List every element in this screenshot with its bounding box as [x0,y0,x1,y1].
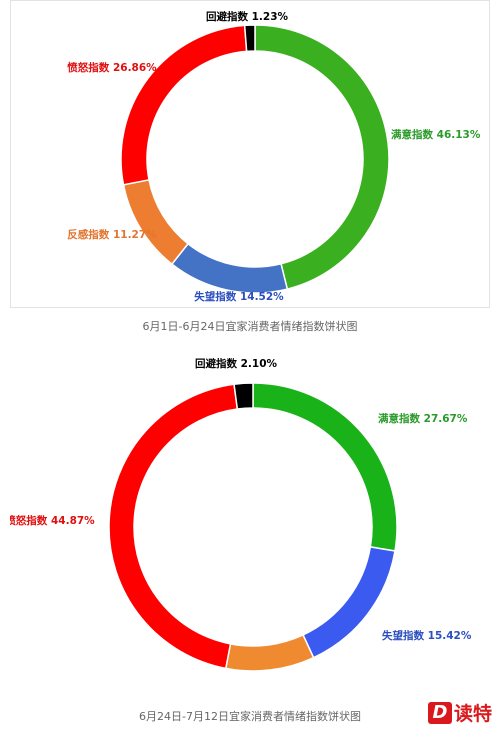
chart-panel-2: 满意指数 27.67%失望指数 15.42%反感指数 9.94%愤怒指数 44.… [10,352,490,682]
donut-chart-2: 满意指数 27.67%失望指数 15.42%反感指数 9.94%愤怒指数 44.… [10,357,472,672]
slice-label-1: 满意指数 46.13% [391,128,481,141]
watermark-logo: D 读特 [427,699,492,726]
slice-label-4: 愤怒指数 44.87% [10,514,95,527]
watermark-text: 读特 [453,703,492,725]
slice-label-5: 回避指数 2.10% [195,357,278,370]
donut-slice-1 [254,24,390,290]
slice-label-2: 失望指数 15.42% [382,629,472,642]
slice-label-3: 反感指数 11.27% [67,228,157,241]
donut-slice-3 [224,633,315,672]
chart-caption-2: 6月24日-7月12日宜家消费者情绪指数饼状图 [139,710,361,723]
donut-slice-2 [170,242,289,294]
watermark-logo-icon: D [427,701,452,724]
donut-slice-4 [108,383,239,670]
slice-label-1: 满意指数 27.67% [378,412,468,425]
donut-slice-5 [243,24,256,53]
slice-label-5: 回避指数 1.23% [206,10,289,23]
chart-panel-1: 满意指数 46.13% 失望指数 14.52% 反感指数 11.27% 愤怒指数 26… [10,0,490,308]
donut-slice-3 [122,178,190,266]
donut-slice-1 [252,382,398,552]
donut-slice-4 [120,24,248,186]
slice-label-2: 失望指数 14.52% [194,290,284,303]
slice-label-4: 愤怒指数 26.86% [67,61,157,74]
donut-chart-1: 满意指数 46.13% 失望指数 14.52% 反感指数 11.27% 愤怒指数 26… [67,10,481,303]
donut-slice-5 [233,382,254,410]
chart-caption-1: 6月1日-6月24日宜家消费者情绪指数饼状图 [142,320,358,333]
